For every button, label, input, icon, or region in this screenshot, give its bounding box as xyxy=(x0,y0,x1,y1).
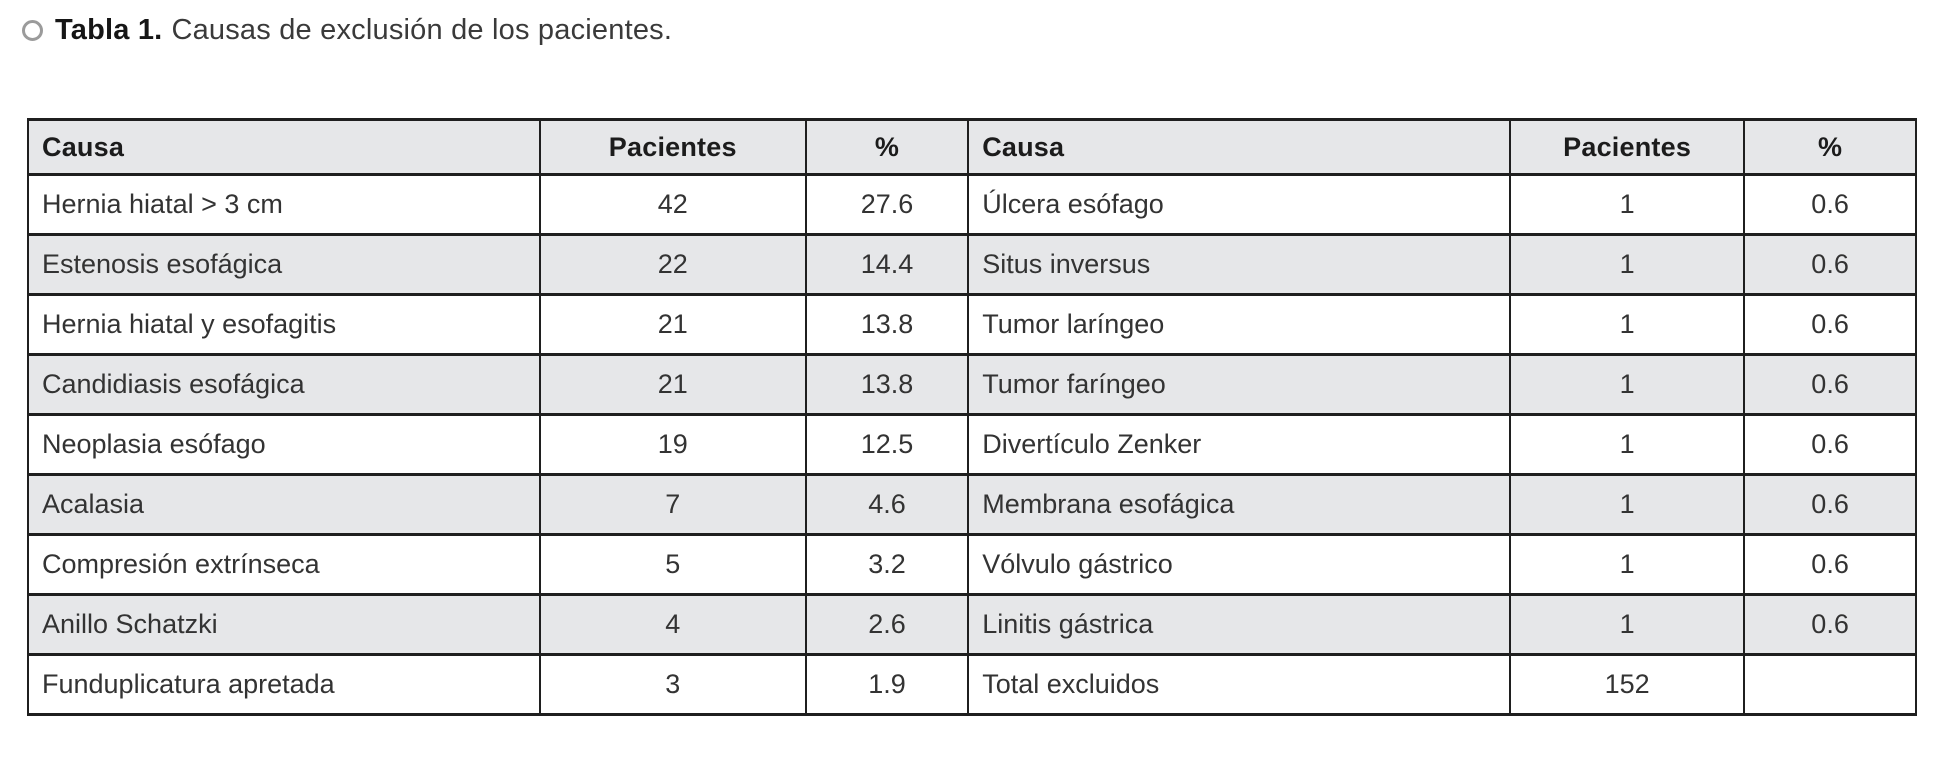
cell-pacientes: 1 xyxy=(1509,173,1746,236)
column-header-percent-right: % xyxy=(1743,118,1917,176)
table-caption-description: Causas de exclusión de los pacientes. xyxy=(171,13,673,46)
table-body: Hernia hiatal > 3 cm 42 27.6 Úlcera esófago… xyxy=(27,173,1917,716)
cell-pacientes: 1 xyxy=(1509,233,1746,296)
column-header-causa-right: Causa xyxy=(967,118,1512,176)
cell-percent: 0.6 xyxy=(1743,353,1917,416)
cell-causa: Vólvulo gástrico xyxy=(967,533,1512,596)
cell-causa: Úlcera esófago xyxy=(967,173,1512,236)
table-row: Estenosis esofágica 22 14.4 Situs inversus 1… xyxy=(27,233,1917,296)
cell-pacientes: 4 xyxy=(538,593,807,656)
exclusion-causes-table: Causa Pacientes % Causa Pacientes % Hern… xyxy=(27,118,1917,716)
cell-percent xyxy=(1743,653,1917,716)
cell-pacientes: 3 xyxy=(538,653,807,716)
cell-causa: Candidiasis esofágica xyxy=(27,353,541,416)
table-row: Anillo Schatzki 4 2.6 Linitis gástrica 1 0.6 xyxy=(27,593,1917,656)
cell-pacientes: 7 xyxy=(538,473,807,536)
cell-pacientes: 42 xyxy=(538,173,807,236)
cell-causa: Hernia hiatal y esofagitis xyxy=(27,293,541,356)
cell-percent: 14.4 xyxy=(804,233,970,296)
header-row: Causa Pacientes % Causa Pacientes % xyxy=(27,118,1917,176)
cell-causa: Compresión extrínseca xyxy=(27,533,541,596)
cell-percent: 4.6 xyxy=(804,473,970,536)
table-caption-text: Tabla 1. Causas de exclusión de los pacie… xyxy=(55,14,672,47)
cell-causa: Membrana esofágica xyxy=(967,473,1512,536)
cell-pacientes: 1 xyxy=(1509,293,1746,356)
cell-percent: 0.6 xyxy=(1743,533,1917,596)
cell-causa: Divertículo Zenker xyxy=(967,413,1512,476)
table-row: Hernia hiatal y esofagitis 21 13.8 Tumor la… xyxy=(27,293,1917,356)
cell-pacientes: 1 xyxy=(1509,413,1746,476)
cell-percent: 0.6 xyxy=(1743,173,1917,236)
cell-percent: 0.6 xyxy=(1743,233,1917,296)
table-caption-label: Tabla 1. xyxy=(55,13,163,46)
cell-percent: 0.6 xyxy=(1743,593,1917,656)
cell-causa: Linitis gástrica xyxy=(967,593,1512,656)
circle-bullet-icon xyxy=(22,19,43,41)
cell-percent: 27.6 xyxy=(804,173,970,236)
cell-pacientes: 1 xyxy=(1509,593,1746,656)
cell-causa: Neoplasia esófago xyxy=(27,413,541,476)
table-row: Compresión extrínseca 5 3.2 Vólvulo gástric… xyxy=(27,533,1917,596)
cell-pacientes: 1 xyxy=(1509,533,1746,596)
cell-causa: Situs inversus xyxy=(967,233,1512,296)
cell-causa: Anillo Schatzki xyxy=(27,593,541,656)
cell-pacientes: 1 xyxy=(1509,353,1746,416)
cell-pacientes: 152 xyxy=(1509,653,1746,716)
cell-causa: Tumor laríngeo xyxy=(967,293,1512,356)
cell-causa: Tumor faríngeo xyxy=(967,353,1512,416)
cell-pacientes: 1 xyxy=(1509,473,1746,536)
cell-percent: 0.6 xyxy=(1743,413,1917,476)
cell-percent: 3.2 xyxy=(804,533,970,596)
cell-causa: Funduplicatura apretada xyxy=(27,653,541,716)
cell-percent: 0.6 xyxy=(1743,473,1917,536)
cell-pacientes: 22 xyxy=(538,233,807,296)
cell-pacientes: 21 xyxy=(538,293,807,356)
table-header: Causa Pacientes % Causa Pacientes % xyxy=(27,118,1917,176)
column-header-percent-left: % xyxy=(804,118,970,176)
cell-causa: Estenosis esofágica xyxy=(27,233,541,296)
cell-causa: Hernia hiatal > 3 cm xyxy=(27,173,541,236)
cell-percent: 1.9 xyxy=(804,653,970,716)
cell-percent: 0.6 xyxy=(1743,293,1917,356)
table-row: Neoplasia esófago 19 12.5 Divertículo Zenke… xyxy=(27,413,1917,476)
table-caption: Tabla 1. Causas de exclusión de los pacie… xyxy=(22,12,672,48)
table-row: Hernia hiatal > 3 cm 42 27.6 Úlcera esófago… xyxy=(27,173,1917,236)
column-header-causa-left: Causa xyxy=(27,118,541,176)
table-row: Candidiasis esofágica 21 13.8 Tumor farínge… xyxy=(27,353,1917,416)
table-row: Acalasia 7 4.6 Membrana esofágica 1 0.6 xyxy=(27,473,1917,536)
cell-percent: 13.8 xyxy=(804,353,970,416)
cell-pacientes: 19 xyxy=(538,413,807,476)
column-header-pacientes-right: Pacientes xyxy=(1509,118,1746,176)
cell-percent: 13.8 xyxy=(804,293,970,356)
table-row: Funduplicatura apretada 3 1.9 Total excluid… xyxy=(27,653,1917,716)
cell-causa: Total excluidos xyxy=(967,653,1512,716)
cell-pacientes: 21 xyxy=(538,353,807,416)
cell-percent: 2.6 xyxy=(804,593,970,656)
cell-pacientes: 5 xyxy=(538,533,807,596)
cell-causa: Acalasia xyxy=(27,473,541,536)
column-header-pacientes-left: Pacientes xyxy=(538,118,807,176)
cell-percent: 12.5 xyxy=(804,413,970,476)
